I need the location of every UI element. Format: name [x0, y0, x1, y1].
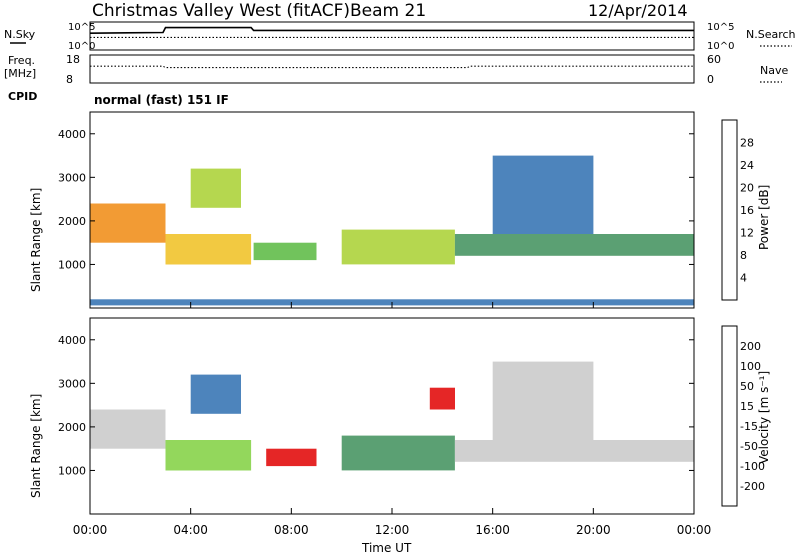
y-tick-label: 4000: [58, 128, 86, 141]
heatmap-region-7: [429, 387, 455, 410]
velocity-colorbar: 200 100 50 15 -15 -50 -100 -200: [721, 325, 765, 507]
y-tick-label: 3000: [58, 171, 86, 184]
colorbar-tick-label: 12: [740, 227, 754, 240]
velocity-heatmap: [90, 361, 694, 471]
x-tick-label: 16:00: [475, 523, 510, 537]
heatmap-region-4: [454, 234, 694, 256]
heatmap-region-3: [266, 448, 317, 467]
y-tick-label: 3000: [58, 377, 86, 390]
heatmap-region-2: [253, 242, 317, 261]
x-tick-label: 04:00: [173, 523, 208, 537]
cpid-label: CPID: [8, 90, 37, 103]
nsearch-label: N.Search: [746, 28, 796, 41]
noise-series: [89, 26, 694, 38]
y-tick-label: 1000: [58, 464, 86, 477]
y-tick-label: 4000: [58, 334, 86, 347]
heatmap-region-6: [492, 361, 594, 440]
noise-left-tick-top: 10^5: [68, 22, 95, 33]
heatmap-region-5: [492, 155, 594, 234]
velocity-colorbar-label: Velocity [m s⁻¹]: [757, 371, 771, 464]
freq-unit-label: [MHz]: [4, 67, 36, 80]
heatmap-region-3: [341, 229, 455, 265]
colorbar-tick-label: -15: [740, 420, 758, 433]
power-heatmap: [90, 155, 694, 306]
noise-left-tick-bottom: 10^0: [68, 41, 95, 52]
velocity-axes: 1000 2000 3000 4000: [58, 334, 694, 477]
heatmap-region-4: [341, 435, 455, 471]
heatmap-region-6: [190, 168, 241, 208]
heatmap-region-0: [90, 203, 166, 243]
colorbar-tick-label: -100: [740, 460, 765, 473]
x-tick-label: 12:00: [375, 523, 410, 537]
freq-left-tick-bottom: 8: [66, 73, 73, 86]
colorbar-tick-label: -50: [740, 440, 758, 453]
velocity-panel-frame: [89, 317, 695, 515]
freq-right-tick-bottom: 0: [707, 73, 714, 86]
nave-label: Nave: [760, 64, 788, 77]
beam-title: Beam 21: [350, 1, 426, 21]
colorbar-tick-label: 8: [740, 249, 747, 262]
nsky-label: N.Sky: [4, 28, 36, 41]
x-tick-label: 00:00: [73, 523, 108, 537]
heatmap-region-1: [165, 440, 252, 471]
colorbar-tick-label: 20: [740, 182, 754, 195]
colorbar-tick-label: 4: [740, 272, 747, 285]
heatmap-region-1: [165, 234, 252, 265]
power-ylabel: Slant Range [km]: [29, 188, 43, 292]
y-tick-label: 2000: [58, 421, 86, 434]
station-title: Christmas Valley West (fitACF): [92, 1, 350, 21]
power-colorbar: 4 8 12 16 20 24 28: [721, 119, 754, 301]
y-tick-label: 1000: [58, 258, 86, 271]
heatmap-region-0: [90, 409, 166, 449]
date-title: 12/Apr/2014: [588, 1, 688, 20]
time-axis-label: Time UT: [361, 541, 412, 554]
heatmap-region-2: [190, 374, 241, 414]
colorbar-tick-label: 100: [740, 360, 761, 373]
noise-right-tick-bottom: 10^0: [707, 41, 734, 52]
colorbar-frame: [721, 325, 738, 507]
freq-left-tick-top: 18: [66, 53, 80, 66]
velocity-ylabel: Slant Range [km]: [29, 394, 43, 498]
power-colorbar-label: Power [dB]: [757, 185, 771, 250]
x-tick-label: 00:00: [677, 523, 712, 537]
colorbar-tick-label: 50: [740, 380, 754, 393]
freq-right-tick-top: 60: [707, 53, 721, 66]
series-line-0: [89, 26, 694, 34]
freq-label: Freq.: [8, 54, 35, 67]
noise-panel-frame: [89, 21, 695, 51]
time-axis: 00:00 04:00 08:00 12:00 16:00 20:00 00:00: [73, 302, 712, 537]
series-line-1: [90, 65, 694, 69]
colorbar-tick-label: -200: [740, 480, 765, 493]
colorbar-tick-label: 28: [740, 137, 754, 150]
noise-right-tick-top: 10^5: [707, 22, 734, 33]
power-axes: 1000 2000 3000 4000: [58, 128, 694, 271]
colorbar-frame: [721, 119, 738, 301]
x-tick-label: 08:00: [274, 523, 309, 537]
freq-series: [90, 65, 694, 69]
colorbar-tick-label: 16: [740, 204, 754, 217]
cpid-value: normal (fast) 151 IF: [94, 93, 229, 107]
colorbar-tick-label: 15: [740, 400, 754, 413]
y-tick-label: 2000: [58, 215, 86, 228]
colorbar-tick-label: 200: [740, 340, 761, 353]
power-panel-frame: [89, 111, 695, 309]
heatmap-region-5: [454, 440, 694, 462]
colorbar-tick-label: 24: [740, 159, 754, 172]
x-tick-label: 20:00: [576, 523, 611, 537]
freq-panel-frame: [89, 54, 695, 84]
